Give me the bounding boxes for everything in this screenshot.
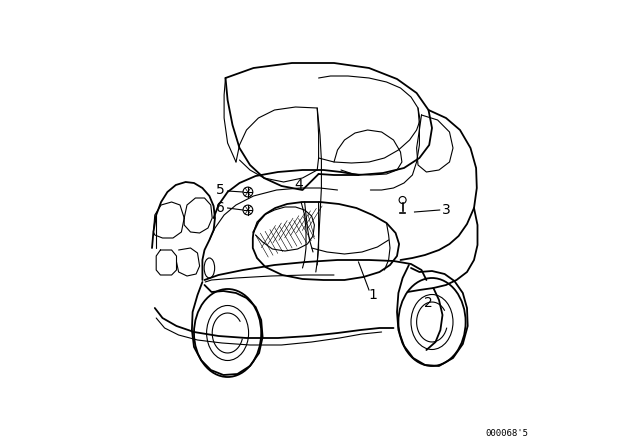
Text: 1: 1 <box>368 288 377 302</box>
Text: 5: 5 <box>216 183 225 197</box>
Text: 6: 6 <box>216 201 225 215</box>
Text: 3: 3 <box>442 203 451 217</box>
Text: 2: 2 <box>424 296 433 310</box>
Text: 4: 4 <box>294 178 303 192</box>
Text: 000068'5: 000068'5 <box>485 429 528 438</box>
